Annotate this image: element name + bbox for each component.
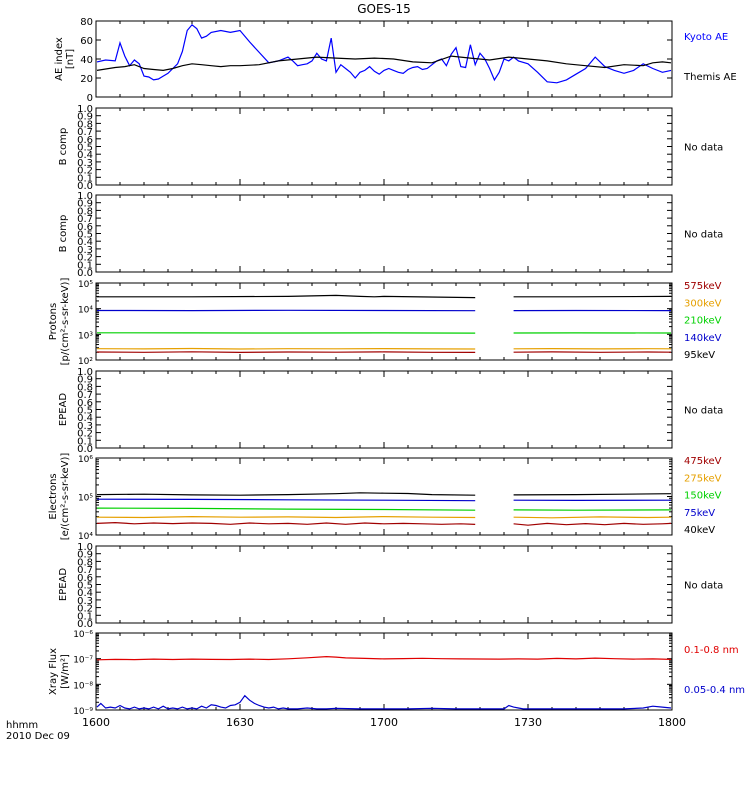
xtick-label: 1730: [514, 716, 542, 729]
ylabel-epead1: EPEAD: [58, 393, 69, 427]
ytick-label-xray: 10⁻⁶: [73, 630, 93, 640]
ylabel-electrons: Electrons: [48, 473, 59, 519]
panel-frame-b1: [96, 108, 672, 185]
yunit-xray: [W/m²]: [60, 654, 71, 689]
yunit-protons: [p/(cm²-s-sr-keV)]: [60, 278, 71, 366]
ytick-label-epead1: 1.0: [77, 367, 93, 378]
xtick-label: 1600: [82, 716, 110, 729]
ylabel-protons: Protons: [48, 303, 59, 340]
legend-entry-xray-short: 0.05-0.4 nm: [684, 685, 745, 696]
legend-entry-protons: 575keV: [684, 281, 722, 292]
series-line-xray-0-1-0-8-nm: [97, 657, 671, 660]
legend-entry-electrons: 40keV: [684, 525, 715, 536]
ylabel-xray: Xray Flux: [48, 648, 59, 695]
xtick-label: 1700: [370, 716, 398, 729]
series-line-electrons-150kev: [97, 508, 475, 510]
time-label-hhmm: hhmm: [6, 720, 38, 731]
plot-title: GOES-15: [357, 2, 411, 16]
ylabel-epead2: EPEAD: [58, 568, 69, 602]
ylabel-ae: AE index: [54, 37, 65, 81]
ytick-label-protons: 10²: [78, 357, 93, 367]
yunit-electrons: [e/(cm²-s-sr-keV)]: [60, 453, 71, 541]
series-line-electrons-475kev: [514, 494, 671, 495]
panel-frame-xray: [96, 633, 672, 710]
date-label: 2010 Dec 09: [6, 731, 70, 742]
ytick-label-protons: 10³: [78, 331, 93, 341]
legend-entry-xray-long: 0.1-0.8 nm: [684, 645, 739, 656]
legend-entry-electrons: 75keV: [684, 508, 715, 519]
panel-frame-b2: [96, 195, 672, 272]
series-line-electrons-75kev: [97, 517, 475, 518]
xtick-label: 1800: [658, 716, 686, 729]
legend-entry-protons: 210keV: [684, 316, 722, 327]
ytick-label-protons: 10⁵: [78, 280, 93, 290]
panel-frame-epead1: [96, 371, 672, 448]
legend-entry-protons: 300keV: [684, 298, 722, 309]
legend-entry-kyoto-ae: Kyoto AE: [684, 32, 728, 43]
ytick-label-electrons: 10⁵: [78, 494, 93, 504]
ytick-label-ae: 0: [87, 93, 93, 104]
legend-entry-electrons: 475keV: [684, 456, 722, 467]
ytick-label-ae: 60: [80, 36, 93, 47]
series-line-electrons-475kev: [97, 493, 475, 495]
ytick-label-ae: 40: [80, 55, 93, 66]
ytick-label-ae: 20: [80, 74, 93, 85]
series-line-electrons-275kev: [97, 499, 475, 501]
ytick-label-protons: 10⁴: [78, 306, 93, 316]
legend-entry-protons: 140keV: [684, 333, 722, 344]
legend-entry-electrons: 150keV: [684, 491, 722, 502]
no-data-note-b2: No data: [684, 230, 723, 241]
xtick-label: 1630: [226, 716, 254, 729]
panel-frame-epead2: [96, 546, 672, 623]
no-data-note-epead1: No data: [684, 406, 723, 417]
series-line-protons-575kev: [97, 295, 475, 297]
ytick-label-epead2: 1.0: [77, 542, 93, 553]
ytick-label-xray: 10⁻⁷: [73, 656, 93, 666]
ytick-label-xray: 10⁻⁸: [73, 681, 93, 691]
series-line-electrons-75kev: [514, 517, 671, 518]
ytick-label-electrons: 10⁴: [78, 532, 93, 542]
no-data-note-b1: No data: [684, 143, 723, 154]
legend-entry-themis-ae: Themis AE: [683, 72, 737, 83]
legend-entry-electrons: 275keV: [684, 473, 722, 484]
no-data-note-epead2: No data: [684, 581, 723, 592]
series-line-electrons-40kev: [514, 523, 671, 525]
ytick-label-b1: 1.0: [77, 104, 93, 115]
series-line-protons-95kev: [97, 352, 475, 353]
series-line-protons-140kev: [97, 349, 475, 350]
ylabel-b2: B comp: [58, 215, 69, 253]
ytick-label-electrons: 10⁶: [78, 455, 93, 465]
ylabel-b1: B comp: [58, 128, 69, 166]
yunit-ae: [nT]: [65, 49, 76, 69]
ytick-label-b2: 1.0: [77, 191, 93, 202]
legend-entry-protons: 95keV: [684, 350, 715, 361]
series-line-electrons-40kev: [97, 523, 475, 525]
series-line-ae-kyoto-ae: [97, 25, 671, 83]
ytick-label-ae: 80: [80, 17, 93, 28]
